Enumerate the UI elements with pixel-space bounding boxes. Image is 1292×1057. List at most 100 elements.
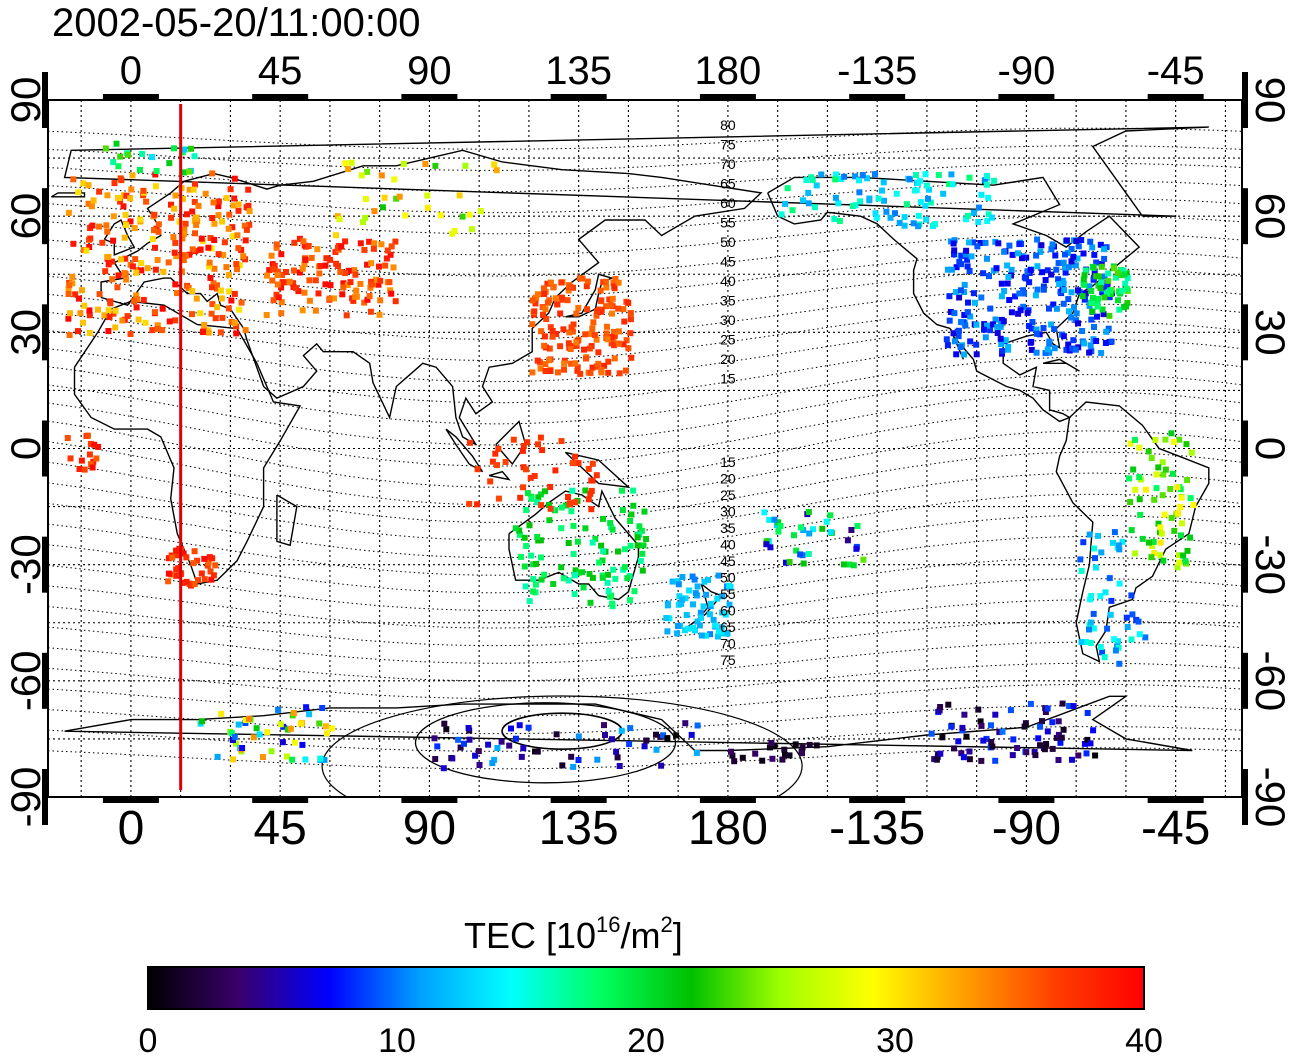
- tec-cell: [689, 573, 696, 580]
- tec-cell: [593, 312, 600, 319]
- tec-cell: [214, 285, 220, 292]
- tec-cell: [715, 572, 722, 579]
- tec-cell: [90, 197, 97, 204]
- tec-cell: [246, 221, 253, 228]
- tec-cell: [541, 571, 548, 578]
- tec-cell: [600, 515, 606, 522]
- tec-cell: [566, 329, 573, 336]
- tec-cell: [379, 204, 386, 211]
- tec-cell: [962, 251, 969, 258]
- tec-cell: [1098, 350, 1105, 356]
- contour-label: 75: [720, 137, 736, 153]
- tec-cell: [752, 750, 759, 757]
- tec-cell: [529, 321, 536, 328]
- tec-cell: [994, 323, 1001, 330]
- tec-cell: [220, 251, 227, 258]
- tec-cell: [1078, 639, 1085, 646]
- tec-cell: [474, 501, 481, 508]
- tec-cell: [230, 202, 237, 209]
- coastline-segment: [50, 192, 86, 198]
- tec-cell: [587, 490, 594, 497]
- tec-cell: [1107, 287, 1114, 294]
- tec-cell: [962, 322, 969, 329]
- tec-cell: [201, 322, 208, 328]
- tec-cell: [133, 292, 140, 299]
- tec-cell: [694, 618, 701, 625]
- tec-cell: [933, 756, 940, 763]
- tec-cell: [1044, 267, 1051, 274]
- tec-cell: [1060, 300, 1067, 307]
- tec-cell: [1111, 265, 1118, 272]
- tec-cell: [221, 239, 228, 246]
- tec-cell: [674, 630, 681, 637]
- tec-cell: [218, 295, 225, 302]
- tec-cell: [225, 225, 232, 232]
- tec-cell: [512, 525, 519, 532]
- tec-cell: [337, 269, 344, 275]
- bottom-tick-bar: [252, 797, 309, 803]
- tec-cell: [349, 295, 356, 302]
- tec-cell: [660, 732, 667, 739]
- tec-cell: [589, 477, 596, 484]
- tec-cell: [728, 748, 734, 755]
- tec-cell: [946, 293, 953, 300]
- tec-cell: [191, 199, 198, 205]
- tec-cell: [587, 599, 594, 606]
- tec-cell: [1149, 543, 1156, 549]
- tec-cell: [1105, 325, 1112, 332]
- tec-cell: [806, 530, 813, 537]
- tec-cell: [944, 342, 951, 349]
- tec-cell: [1065, 341, 1072, 348]
- tec-cell: [243, 226, 250, 233]
- tec-cell: [627, 330, 634, 337]
- tec-cell: [188, 145, 195, 152]
- tec-cell: [78, 457, 85, 464]
- tec-cell: [1087, 342, 1094, 349]
- tec-cell: [129, 263, 136, 270]
- tec-cell: [599, 557, 606, 564]
- tec-cell: [229, 233, 236, 240]
- tec-cell: [168, 214, 175, 221]
- tec-cell: [86, 312, 93, 319]
- tec-cell: [513, 735, 519, 742]
- tec-cell: [1115, 542, 1122, 549]
- tec-cell: [598, 297, 605, 304]
- tec-cell: [975, 706, 982, 713]
- tec-cell: [589, 325, 596, 332]
- tec-cell: [124, 313, 131, 320]
- tec-cell: [601, 362, 608, 369]
- tec-cell: [521, 534, 528, 541]
- tec-cell: [964, 263, 971, 270]
- colorbar-gradient: [147, 966, 1145, 1010]
- tec-cell: [235, 201, 242, 208]
- tec-cell: [1122, 280, 1129, 287]
- mag-latitude-contour: [48, 726, 1242, 752]
- tec-cell: [1020, 287, 1027, 294]
- tec-cell: [963, 247, 970, 254]
- tec-cell: [572, 572, 579, 579]
- tec-cell: [1107, 611, 1114, 618]
- tec-cell: [1081, 272, 1088, 279]
- coastline-segment: [767, 176, 1141, 423]
- top-lon-label: 45: [258, 49, 303, 93]
- tec-cell: [532, 581, 539, 588]
- tec-cell: [988, 214, 995, 221]
- tec-cell: [993, 265, 1000, 272]
- tec-cell: [547, 484, 554, 490]
- tec-cell: [936, 707, 943, 714]
- contour-label: 50: [720, 570, 736, 586]
- tec-cell: [590, 319, 597, 326]
- tec-cell: [1178, 532, 1184, 539]
- tec-cell: [312, 307, 319, 314]
- tec-cell: [149, 236, 156, 243]
- tec-cell: [242, 237, 249, 244]
- tec-cell: [605, 369, 612, 376]
- tec-cell: [1101, 273, 1108, 280]
- tec-cell: [1066, 308, 1072, 315]
- tec-cell: [775, 519, 782, 526]
- tec-cell: [530, 588, 537, 595]
- bottom-tick-bar: [699, 797, 756, 803]
- tec-cell: [377, 277, 384, 284]
- tec-cell: [568, 324, 575, 331]
- coastline-segment: [488, 470, 511, 481]
